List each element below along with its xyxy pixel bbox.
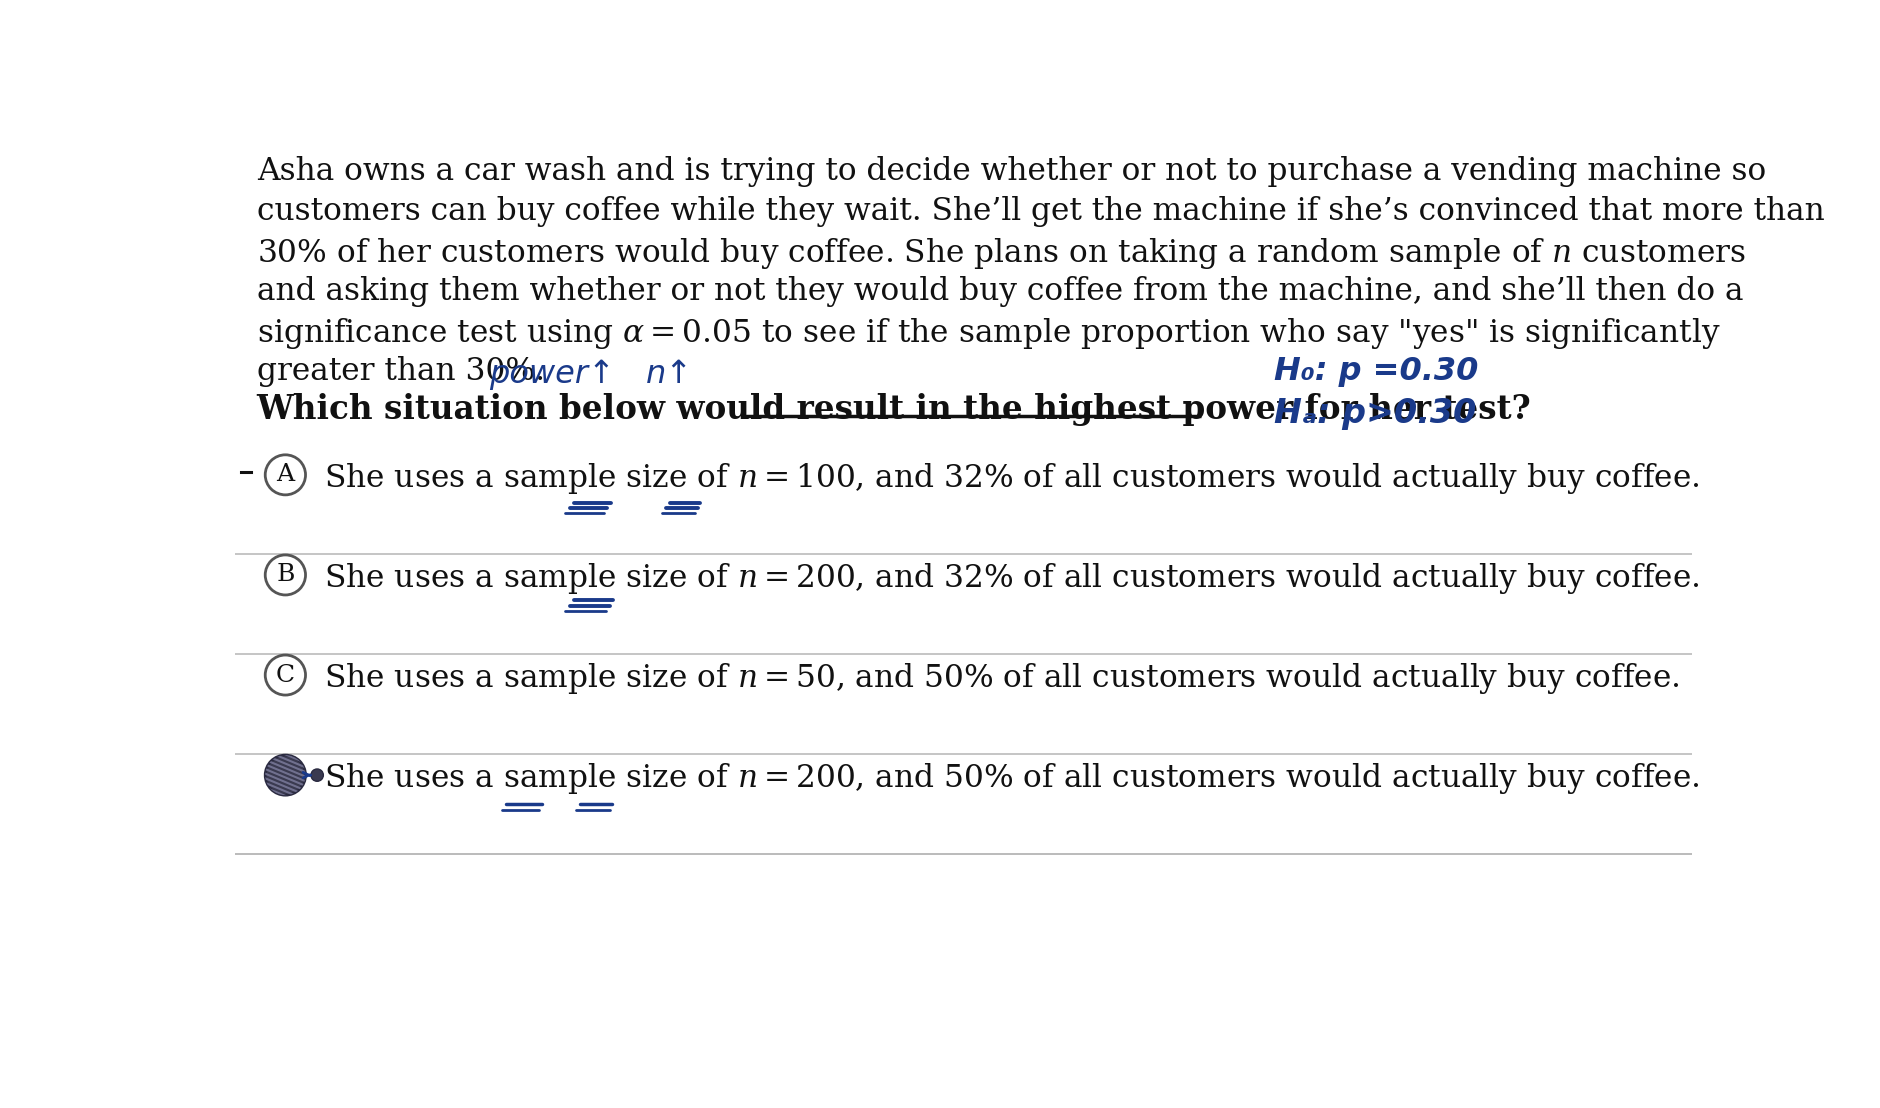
Text: Which situation below would result in the highest power for her test?: Which situation below would result in th… [258, 393, 1532, 427]
Circle shape [310, 769, 323, 781]
Text: She uses a sample size of $n = 50$, and $50\%$ of all customers would actually b: She uses a sample size of $n = 50$, and … [323, 661, 1681, 696]
Text: greater than 30%.: greater than 30%. [258, 357, 545, 388]
Text: customers can buy coffee while they wait. She’ll get the machine if she’s convin: customers can buy coffee while they wait… [258, 196, 1824, 227]
Text: significance test using $\alpha = 0.05$ to see if the sample proportion who say : significance test using $\alpha = 0.05$ … [258, 316, 1720, 351]
Text: She uses a sample size of $n = 100$, and $32\%$ of all customers would actually : She uses a sample size of $n = 100$, and… [323, 461, 1700, 496]
Circle shape [265, 756, 306, 796]
Text: She uses a sample size of $n = 200$, and $50\%$ of all customers would actually : She uses a sample size of $n = 200$, and… [323, 761, 1700, 797]
Text: Hₐ: p>0.30: Hₐ: p>0.30 [1273, 397, 1476, 430]
Text: A: A [276, 463, 295, 486]
Text: B: B [276, 564, 295, 586]
Text: She uses a sample size of $n = 200$, and $32\%$ of all customers would actually : She uses a sample size of $n = 200$, and… [323, 561, 1700, 596]
Text: 30% of her customers would buy coffee. She plans on taking a random sample of $n: 30% of her customers would buy coffee. S… [258, 236, 1745, 271]
Text: and asking them whether or not they would buy coffee from the machine, and she’l: and asking them whether or not they woul… [258, 276, 1743, 307]
Text: H₀: p =0.30: H₀: p =0.30 [1273, 357, 1478, 388]
Text: n↑: n↑ [645, 359, 694, 390]
Text: power↑: power↑ [489, 359, 615, 390]
Text: C: C [276, 664, 295, 687]
Text: Asha owns a car wash and is trying to decide whether or not to purchase a vendin: Asha owns a car wash and is trying to de… [258, 156, 1765, 187]
